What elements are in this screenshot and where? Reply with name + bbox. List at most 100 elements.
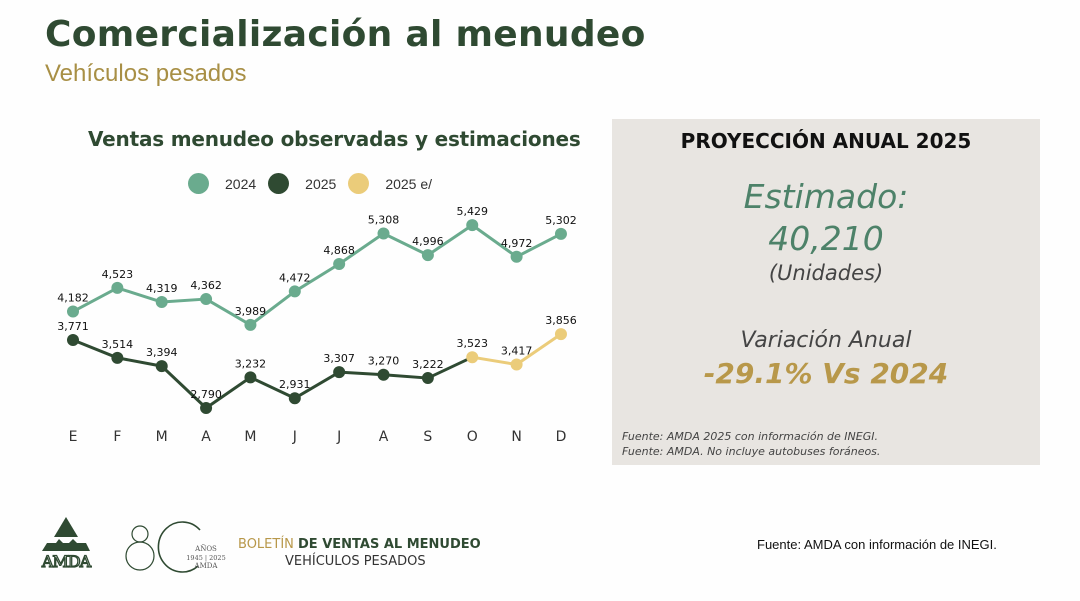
bulletin-title-gold: BOLETÍN (238, 537, 299, 552)
x-tick-label: A (201, 429, 211, 445)
logo-years-label: AÑOS (194, 544, 217, 553)
data-point-2025 (421, 372, 434, 385)
chart-legend: 2024 2025 2025 e/ (188, 173, 444, 194)
bulletin-title: BOLETÍN DE VENTAS AL MENUDEO (238, 537, 481, 552)
line-segment-2025 (205, 376, 252, 410)
line-segment-2024 (427, 223, 474, 257)
line-segment-2025 (72, 338, 118, 360)
data-point-2024 (200, 293, 213, 306)
x-tick-label: S (423, 429, 432, 445)
data-point-2025 (111, 351, 124, 364)
data-point-2025 (288, 392, 301, 405)
data-point-2025 (200, 402, 213, 414)
variation-value: -29.1% Vs 2024 (703, 357, 949, 390)
data-label-2025: 3,771 (57, 320, 89, 333)
line-segment-2024 (116, 286, 163, 304)
line-segment-2025 (383, 373, 428, 380)
logo-years-range: 1945 | 2025 (186, 554, 225, 562)
amda-logo: AMDA (40, 517, 93, 571)
x-tick-label: O (467, 429, 478, 445)
panel-title: PROYECCIÓN ANUAL 2025 (680, 129, 972, 153)
data-point-2024 (333, 257, 346, 270)
data-point-2025e (554, 328, 567, 341)
x-tick-label: D (556, 429, 567, 445)
data-point-2024 (510, 250, 523, 263)
data-label-2025: 3,514 (102, 338, 134, 351)
bulletin-title-dark: DE VENTAS AL MENUDEO (298, 537, 481, 552)
panel-source-note-1: Fuente: AMDA 2025 con información de INE… (622, 430, 878, 443)
data-label-2024: 3,989 (235, 305, 267, 318)
line-segment-2025e (471, 355, 517, 367)
data-point-2024 (466, 219, 479, 232)
line-segment-2024 (161, 297, 207, 304)
amda-logo-text: AMDA (41, 552, 92, 571)
x-tick-label: J (292, 429, 297, 445)
x-tick-label: E (69, 429, 78, 445)
data-label-2025: 3,307 (323, 352, 355, 365)
x-tick-label: J (336, 429, 341, 445)
logo-8-bottom (125, 541, 155, 571)
data-label-2025: 2,790 (190, 388, 222, 401)
line-segment-2024 (294, 262, 340, 293)
data-label-2024: 4,868 (323, 244, 355, 257)
line-segment-2024 (249, 290, 296, 327)
data-label-2025e: 3,523 (456, 337, 488, 350)
line-segment-2024 (471, 223, 518, 259)
line-segment-2025 (427, 355, 473, 380)
line-segment-2025 (160, 365, 208, 410)
data-label-2024: 4,523 (102, 268, 134, 281)
data-label-2024: 4,182 (57, 292, 89, 305)
x-tick-label: M (244, 429, 256, 445)
line-segment-2025e (515, 332, 562, 366)
page-subtitle: Vehículos pesados (45, 60, 247, 87)
x-tick-label: N (511, 429, 521, 445)
data-label-2024: 5,429 (456, 205, 488, 218)
data-point-2024 (421, 249, 434, 262)
line-segment-2025 (339, 370, 384, 377)
line-segment-2024 (72, 286, 119, 313)
data-label-2024: 5,302 (545, 214, 577, 227)
data-label-2025: 2,931 (279, 378, 311, 391)
data-point-2025 (155, 360, 168, 373)
data-point-2025e (510, 358, 523, 371)
estimate-value: 40,210 (768, 219, 884, 258)
data-label-2025: 3,232 (235, 357, 267, 370)
legend-label-2025e: 2025 e/ (385, 175, 433, 192)
data-point-2024 (67, 305, 79, 318)
line-segment-2024 (382, 232, 429, 257)
page-title: Comercialización al menudeo (45, 14, 646, 55)
logo-org: AMDA (194, 562, 219, 570)
data-point-2025 (377, 368, 390, 381)
line-segment-2025 (117, 356, 162, 368)
data-point-2025 (244, 371, 257, 384)
data-label-2025: 3,222 (412, 358, 444, 371)
line-segment-2025 (249, 376, 296, 400)
data-point-2024 (554, 227, 567, 240)
data-point-2024 (288, 285, 301, 298)
data-label-2025e: 3,856 (545, 314, 577, 327)
variation-label: Variación Anual (740, 328, 912, 353)
data-label-2024: 5,308 (368, 214, 400, 227)
panel-source-note-2: Fuente: AMDA. No incluye autobuses forán… (622, 445, 881, 458)
line-segment-2024 (338, 232, 385, 266)
line-segment-2025 (294, 370, 340, 400)
footer-source: Fuente: AMDA con información de INEGI. (757, 537, 997, 552)
data-label-2024: 4,996 (412, 235, 444, 248)
logo-0-arc (157, 521, 201, 573)
data-label-2025e: 3,417 (501, 345, 533, 358)
data-point-2025 (333, 366, 346, 379)
line-chart: 4,182 4,523 4,319 4,362 3,989 4,472 4,868 5,308… (57, 205, 577, 445)
x-tick-label: M (156, 429, 168, 445)
annual-projection-panel: PROYECCIÓN ANUAL 2025 Estimado: 40,210 (… (612, 119, 1040, 465)
data-point-2024 (155, 296, 168, 309)
data-point-2025e (466, 351, 479, 364)
x-tick-label: F (113, 429, 121, 445)
data-label-2024: 4,972 (501, 237, 533, 250)
x-tick-label: A (379, 429, 389, 445)
line-segment-2024 (205, 297, 252, 327)
bulletin-subtitle: VEHÍCULOS PESADOS (285, 554, 426, 569)
anniversary-80-logo: AÑOS 1945 | 2025 AMDA (125, 521, 226, 573)
data-label-2025: 3,394 (146, 346, 178, 359)
logo-8-top (131, 525, 149, 543)
chart-title: Ventas menudeo observadas y estimaciones (88, 127, 581, 151)
